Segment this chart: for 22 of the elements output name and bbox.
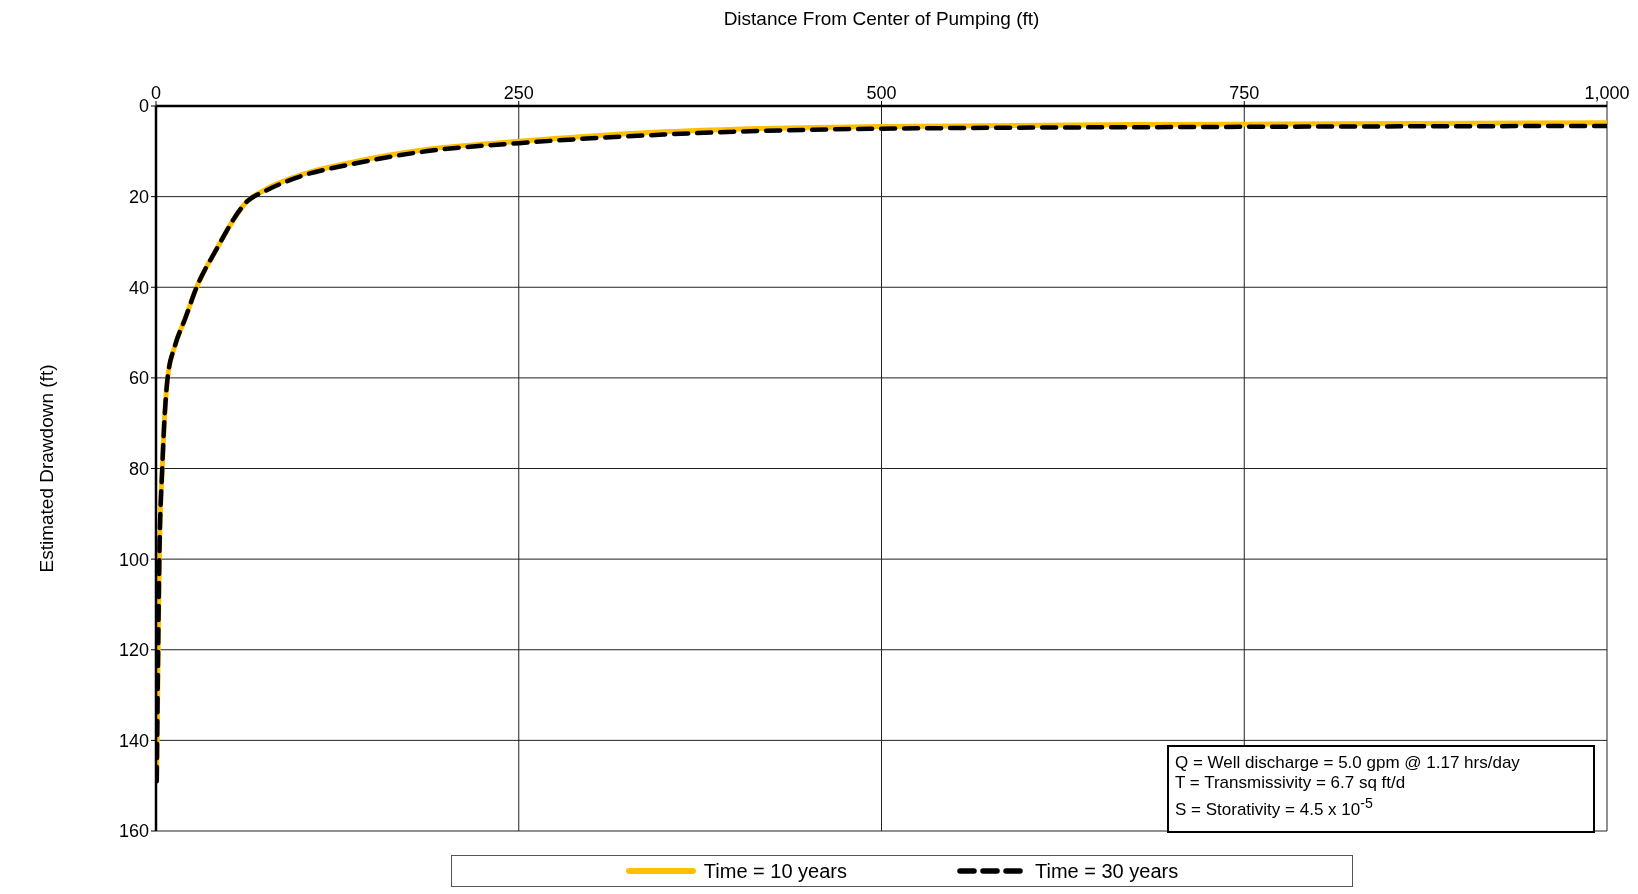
y-tick-label: 0 (138, 96, 149, 117)
annotation: S = Storativity = 4.5 x 10$^{-5}$ (1175, 794, 1374, 820)
x-tick-label: 750 (1229, 83, 1260, 103)
y-tick-label: 120 (118, 640, 149, 661)
legend-label: Time = 30 years (1035, 859, 1179, 883)
y-axis-title: Estimated Drawdown (ft) (35, 364, 57, 573)
x-tick-label: 1,000 (1584, 83, 1630, 103)
x-tick-label: 250 (503, 83, 534, 103)
y-tick-label: 40 (128, 277, 149, 298)
note-box: Q = Well discharge = 5.0 gpm @ 1.17 hrs/day T = Transmissivity = 6.7 sq ft/d S = Storativity = 4.5 x 10$^{-5}$ (1167, 745, 1595, 833)
y-tick-label: 160 (118, 821, 149, 842)
y-tick-label: 100 (118, 549, 149, 570)
x-tick-label: 0 (150, 83, 162, 103)
y-tick-label: 80 (128, 458, 149, 479)
x-axis-title: Distance From Center of Pumping (ft) (722, 8, 1041, 30)
annotation: Q = Well discharge = 5.0 gpm @ 1.17 hrs/day (1175, 753, 1521, 773)
annotation: T = Transmissivity = 6.7 sq ft/d (1175, 773, 1407, 793)
legend-label: Time = 10 years (703, 859, 847, 883)
y-tick-label: 20 (128, 187, 149, 208)
y-tick-label: 140 (118, 730, 149, 751)
y-tick-label: 60 (128, 368, 149, 389)
x-tick-label: 500 (866, 83, 897, 103)
